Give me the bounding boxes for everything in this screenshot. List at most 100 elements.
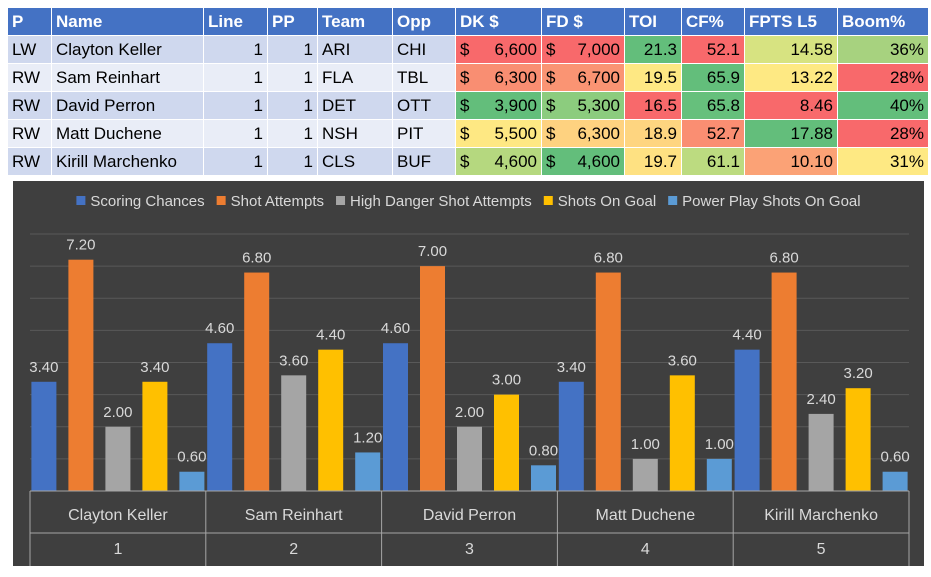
cf-pct-cell: 52.7 bbox=[681, 119, 745, 148]
header-dk-salary[interactable]: DK $ bbox=[455, 7, 542, 36]
salary-amount: 5,500 bbox=[494, 123, 537, 143]
data-label: 3.60 bbox=[279, 352, 308, 369]
player-team: FLA bbox=[317, 63, 393, 92]
player-name: Clayton Keller bbox=[51, 35, 204, 64]
data-label: 0.80 bbox=[529, 442, 558, 459]
cf-pct-cell: 52.1 bbox=[681, 35, 745, 64]
data-label: 3.60 bbox=[668, 352, 697, 369]
header-team[interactable]: Team bbox=[317, 7, 393, 36]
legend-swatch-4 bbox=[668, 196, 678, 205]
bar-high-danger-shot-attempts bbox=[105, 426, 131, 491]
player-team: NSH bbox=[317, 119, 393, 148]
bar-high-danger-shot-attempts bbox=[632, 458, 658, 491]
bar-shot-attempts bbox=[68, 259, 94, 491]
boom-pct-cell: 28% bbox=[837, 119, 929, 148]
player-pp-unit: 1 bbox=[267, 35, 318, 64]
fd-salary-cell: $6,700 bbox=[541, 63, 625, 92]
toi-cell: 19.5 bbox=[624, 63, 682, 92]
data-label: 4.60 bbox=[381, 320, 410, 337]
bar-scoring-chances bbox=[31, 381, 57, 491]
player-position: RW bbox=[7, 91, 52, 120]
legend-swatch-1 bbox=[216, 196, 226, 205]
bar-power-play-shots-on-goal bbox=[179, 471, 205, 491]
header-toi[interactable]: TOI bbox=[624, 7, 682, 36]
player-position: RW bbox=[7, 119, 52, 148]
player-line: 1 bbox=[203, 91, 268, 120]
player-name: Sam Reinhart bbox=[51, 63, 204, 92]
category-label: Matt Duchene bbox=[595, 507, 695, 524]
currency-symbol: $ bbox=[460, 67, 470, 87]
fd-salary-cell: $7,000 bbox=[541, 35, 625, 64]
data-label: 0.60 bbox=[880, 449, 909, 466]
toi-cell: 21.3 bbox=[624, 35, 682, 64]
fpts-l5-cell: 14.58 bbox=[744, 35, 838, 64]
bar-shots-on-goal bbox=[318, 349, 344, 491]
dk-salary-cell: $4,600 bbox=[455, 147, 542, 176]
category-index-label: 4 bbox=[641, 541, 650, 558]
salary-amount: 5,300 bbox=[577, 95, 620, 115]
legend-label: Shots On Goal bbox=[558, 193, 656, 210]
header-opp[interactable]: Opp bbox=[392, 7, 456, 36]
bar-scoring-chances bbox=[558, 381, 584, 491]
player-name: Kirill Marchenko bbox=[51, 147, 204, 176]
currency-symbol: $ bbox=[546, 123, 556, 143]
data-label: 6.80 bbox=[769, 250, 798, 267]
boom-pct-cell: 31% bbox=[837, 147, 929, 176]
player-position: RW bbox=[7, 147, 52, 176]
currency-symbol: $ bbox=[460, 95, 470, 115]
bar-power-play-shots-on-goal bbox=[531, 465, 556, 491]
legend-label: Scoring Chances bbox=[90, 193, 204, 210]
category-label: David Perron bbox=[423, 507, 516, 524]
category-label: Clayton Keller bbox=[68, 507, 168, 524]
player-opponent: BUF bbox=[392, 147, 456, 176]
bar-shots-on-goal bbox=[845, 388, 871, 491]
toi-cell: 16.5 bbox=[624, 91, 682, 120]
data-label: 3.40 bbox=[140, 359, 169, 376]
header-cf-pct[interactable]: CF% bbox=[681, 7, 745, 36]
data-label: 2.40 bbox=[806, 391, 835, 408]
bar-power-play-shots-on-goal bbox=[706, 458, 732, 491]
header-line[interactable]: Line bbox=[203, 7, 268, 36]
salary-amount: 6,700 bbox=[577, 67, 620, 87]
header-pp[interactable]: PP bbox=[267, 7, 318, 36]
dk-salary-cell: $6,300 bbox=[455, 63, 542, 92]
chart-svg: Scoring Chances Shot Attempts High Danger … bbox=[13, 181, 924, 566]
currency-symbol: $ bbox=[546, 95, 556, 115]
currency-symbol: $ bbox=[460, 151, 470, 171]
toi-cell: 18.9 bbox=[624, 119, 682, 148]
fpts-l5-cell: 17.88 bbox=[744, 119, 838, 148]
bar-chart: Scoring Chances Shot Attempts High Danger … bbox=[13, 181, 924, 566]
table-row[interactable]: LW Clayton Keller 1 1 ARI CHI $6,600 $7,000 21.3… bbox=[7, 35, 929, 64]
table-row[interactable]: RW Sam Reinhart 1 1 FLA TBL $6,300 $6,700 19.5 65… bbox=[7, 63, 929, 92]
data-label: 1.00 bbox=[705, 436, 734, 453]
cf-pct-cell: 61.1 bbox=[681, 147, 745, 176]
fd-salary-cell: $5,300 bbox=[541, 91, 625, 120]
header-boom-pct[interactable]: Boom% bbox=[837, 7, 929, 36]
header-fpts-l5[interactable]: FPTS L5 bbox=[744, 7, 838, 36]
cf-pct-cell: 65.8 bbox=[681, 91, 745, 120]
data-label: 2.00 bbox=[455, 404, 484, 421]
legend-swatch-0 bbox=[76, 196, 86, 205]
bar-power-play-shots-on-goal bbox=[882, 471, 908, 491]
table-row[interactable]: RW Kirill Marchenko 1 1 CLS BUF $4,600 $4,600 19… bbox=[7, 147, 929, 176]
legend-swatch-2 bbox=[336, 196, 346, 205]
header-name[interactable]: Name bbox=[51, 7, 204, 36]
category-index-label: 3 bbox=[465, 541, 474, 558]
salary-amount: 6,600 bbox=[494, 39, 537, 59]
category-label: Kirill Marchenko bbox=[764, 507, 878, 524]
table-row[interactable]: RW Matt Duchene 1 1 NSH PIT $5,500 $6,300 18.9 52… bbox=[7, 119, 929, 148]
data-label: 3.40 bbox=[29, 359, 58, 376]
header-fd-salary[interactable]: FD $ bbox=[541, 7, 625, 36]
legend-label: High Danger Shot Attempts bbox=[350, 193, 532, 210]
salary-amount: 4,600 bbox=[494, 151, 537, 171]
header-pos[interactable]: P bbox=[7, 7, 52, 36]
salary-amount: 7,000 bbox=[577, 39, 620, 59]
bar-shot-attempts bbox=[420, 266, 445, 491]
fpts-l5-cell: 13.22 bbox=[744, 63, 838, 92]
data-label: 6.80 bbox=[242, 250, 271, 267]
cf-pct-cell: 65.9 bbox=[681, 63, 745, 92]
player-pp-unit: 1 bbox=[267, 91, 318, 120]
bar-high-danger-shot-attempts bbox=[457, 426, 482, 491]
bar-scoring-chances bbox=[383, 343, 408, 491]
table-row[interactable]: RW David Perron 1 1 DET OTT $3,900 $5,300 16.5 65… bbox=[7, 91, 929, 120]
